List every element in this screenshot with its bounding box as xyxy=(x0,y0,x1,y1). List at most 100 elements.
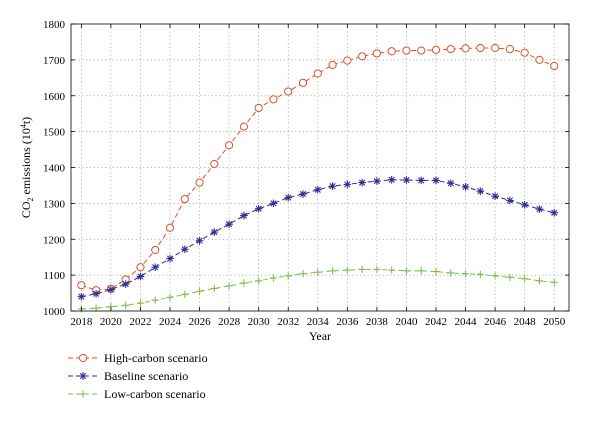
data-point xyxy=(535,205,544,213)
data-point xyxy=(387,47,396,56)
data-point xyxy=(372,49,381,58)
data-point xyxy=(476,43,485,53)
marker-stroke xyxy=(92,290,100,297)
data-point xyxy=(431,45,441,54)
x-tick-label: 2032 xyxy=(277,316,299,328)
y-axis-title-unit: t) xyxy=(19,117,33,124)
data-point xyxy=(225,282,233,290)
x-tick-label: 2028 xyxy=(218,316,241,328)
data-point xyxy=(240,279,248,287)
data-point xyxy=(269,274,278,282)
data-point xyxy=(328,182,337,190)
data-point xyxy=(402,267,411,275)
data-point xyxy=(210,284,218,292)
x-tick-label: 2024 xyxy=(159,316,182,328)
x-tick-label: 2034 xyxy=(307,316,330,328)
marker-stroke xyxy=(211,228,218,236)
marker-stroke xyxy=(447,180,454,187)
series-line xyxy=(81,179,555,298)
data-point xyxy=(343,56,352,65)
x-tick-label: 2022 xyxy=(129,316,151,328)
data-point xyxy=(136,299,145,307)
data-point xyxy=(136,263,145,272)
data-point xyxy=(166,254,174,263)
marker-stroke xyxy=(152,264,159,271)
legend-item-2: Baseline scenario xyxy=(68,369,188,383)
marker-stroke xyxy=(491,193,499,200)
series-line xyxy=(81,47,555,291)
data-point xyxy=(491,192,499,200)
data-point xyxy=(136,272,145,281)
data-point xyxy=(284,272,292,280)
data-point xyxy=(195,287,204,295)
data-point xyxy=(476,270,484,279)
data-point xyxy=(373,177,381,185)
data-point xyxy=(166,293,174,301)
data-point xyxy=(432,267,440,276)
data-point xyxy=(298,78,308,87)
data-point xyxy=(165,223,175,232)
x-tick-label: 2026 xyxy=(189,316,212,328)
data-point xyxy=(225,141,234,150)
data-point xyxy=(328,60,337,69)
data-point xyxy=(446,179,455,188)
x-tick-label: 2038 xyxy=(366,316,389,328)
data-point xyxy=(181,290,189,299)
x-tick-label: 2020 xyxy=(100,316,123,328)
y-tick-label: 1000 xyxy=(43,306,66,318)
marker-stroke xyxy=(358,179,366,186)
marker-stroke xyxy=(107,286,115,293)
y-tick-label: 1800 xyxy=(43,19,66,31)
y-tick-label: 1100 xyxy=(43,270,65,282)
data-point xyxy=(417,176,426,185)
data-point xyxy=(77,292,86,301)
data-point xyxy=(284,193,293,202)
marker-stroke xyxy=(506,197,514,204)
data-point xyxy=(239,122,248,131)
data-point xyxy=(343,180,352,189)
marker-stroke xyxy=(373,178,381,185)
marker-stroke xyxy=(122,280,129,288)
data-point xyxy=(506,196,514,205)
data-point xyxy=(313,185,322,194)
marker-stroke xyxy=(196,237,203,244)
data-point xyxy=(388,266,396,274)
series-2 xyxy=(77,175,559,301)
marker-stroke xyxy=(240,212,248,219)
data-point xyxy=(402,46,411,55)
marker-stroke xyxy=(536,205,543,213)
data-point xyxy=(446,45,455,54)
marker-stroke xyxy=(418,177,425,184)
data-point xyxy=(535,55,544,64)
y-tick-label: 1500 xyxy=(43,127,66,139)
data-point xyxy=(461,44,470,53)
data-point xyxy=(358,52,367,61)
data-point xyxy=(77,281,86,290)
data-point xyxy=(447,269,455,277)
legend: High-carbon scenario Baseline scenario Low… xyxy=(68,351,208,401)
data-point xyxy=(299,270,307,278)
y-tick-label: 1300 xyxy=(43,198,66,210)
data-point xyxy=(520,48,529,57)
marker-stroke xyxy=(225,221,233,228)
legend-marker xyxy=(79,390,87,398)
data-point xyxy=(195,236,204,245)
data-point xyxy=(254,204,263,213)
data-point xyxy=(255,277,263,285)
x-tick-label: 2042 xyxy=(425,316,447,328)
data-point xyxy=(284,87,293,96)
data-point xyxy=(314,268,322,276)
x-tick-label: 2040 xyxy=(395,316,418,328)
data-point xyxy=(550,61,559,71)
marker-stroke xyxy=(255,205,262,212)
plot-frame xyxy=(70,23,570,312)
x-tick-label: 2030 xyxy=(248,316,271,328)
y-axis-title-mid: emissions (10 xyxy=(19,128,33,197)
series-1 xyxy=(77,43,559,295)
data-point xyxy=(417,46,426,55)
data-point xyxy=(461,270,470,278)
data-point xyxy=(313,69,322,78)
data-point xyxy=(521,275,529,283)
data-point xyxy=(520,201,529,209)
